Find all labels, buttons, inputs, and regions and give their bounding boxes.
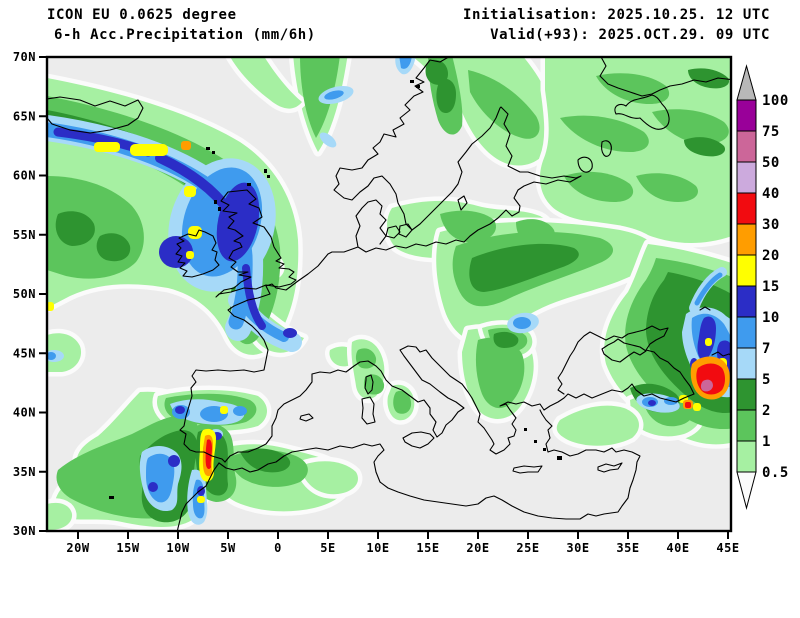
legend-value-label: 5 (762, 372, 771, 388)
legend-band (736, 161, 757, 194)
lat-label: 45N (13, 346, 36, 360)
lon-label: 30E (566, 541, 589, 555)
legend-value-label: 100 (762, 93, 789, 109)
init-time: Initialisation: 2025.10.25. 12 UTC (463, 7, 770, 23)
legend-value-label: 10 (762, 310, 780, 326)
lon-label: 20W (66, 541, 89, 555)
legend-value-label: 40 (762, 186, 780, 202)
legend-band (736, 285, 757, 318)
legend-band (736, 378, 757, 411)
lon-label: 5E (320, 541, 335, 555)
lon-label: 10W (166, 541, 189, 555)
legend-band (736, 99, 757, 132)
legend-value-label: 7 (762, 341, 771, 357)
legend-band (736, 223, 757, 256)
product-title: 6-h Acc.Precipitation (mm/6h) (54, 27, 316, 43)
lon-label: 15E (416, 541, 439, 555)
lon-label: 25E (516, 541, 539, 555)
model-title: ICON EU 0.0625 degree (47, 7, 237, 23)
legend-band (736, 254, 757, 287)
legend-band (736, 192, 757, 225)
valid-time: Valid(+93): 2025.OCT.29. 09 UTC (490, 27, 770, 43)
header: ICON EU 0.0625 degree 6-h Acc.Precipitat… (47, 7, 770, 43)
legend-band (736, 347, 757, 380)
lat-label: 55N (13, 228, 36, 242)
lat-label: 60N (13, 169, 36, 183)
coastline-layer (47, 57, 731, 531)
legend-band (736, 130, 757, 163)
lat-label: 40N (13, 406, 36, 420)
legend-band (736, 440, 757, 473)
lon-label: 20E (466, 541, 489, 555)
legend-value-label: 20 (762, 248, 780, 264)
legend-overflow-bottom (736, 471, 757, 510)
legend-value-label: 30 (762, 217, 780, 233)
legend-band (736, 409, 757, 442)
lon-label: 45E (716, 541, 739, 555)
lon-label: 0 (274, 541, 282, 555)
lon-label: 15W (116, 541, 139, 555)
legend-band (736, 316, 757, 349)
axis-ticks-and-labels: 70N 65N 60N 55N 50N 45N 40N 35N 30N 20W 15W 10W 5W 0 5… (13, 50, 739, 555)
lat-label: 65N (13, 109, 36, 123)
legend-value-label: 50 (762, 155, 780, 171)
precipitation-layer (47, 57, 731, 531)
legend-value-label: 2 (762, 403, 771, 419)
legend-value-label: 1 (762, 434, 771, 450)
lon-label: 5W (220, 541, 236, 555)
lon-label: 40E (666, 541, 689, 555)
lat-label: 50N (13, 287, 36, 301)
legend-value-label: 75 (762, 124, 780, 140)
lon-label: 35E (616, 541, 639, 555)
lat-label: 30N (13, 524, 36, 538)
legend-value-label: 0.5 (762, 465, 789, 481)
lon-label: 10E (366, 541, 389, 555)
legend-value-label: 15 (762, 279, 780, 295)
lat-label: 35N (13, 465, 36, 479)
lat-label: 70N (13, 50, 36, 64)
legend-overflow-top (736, 64, 757, 101)
